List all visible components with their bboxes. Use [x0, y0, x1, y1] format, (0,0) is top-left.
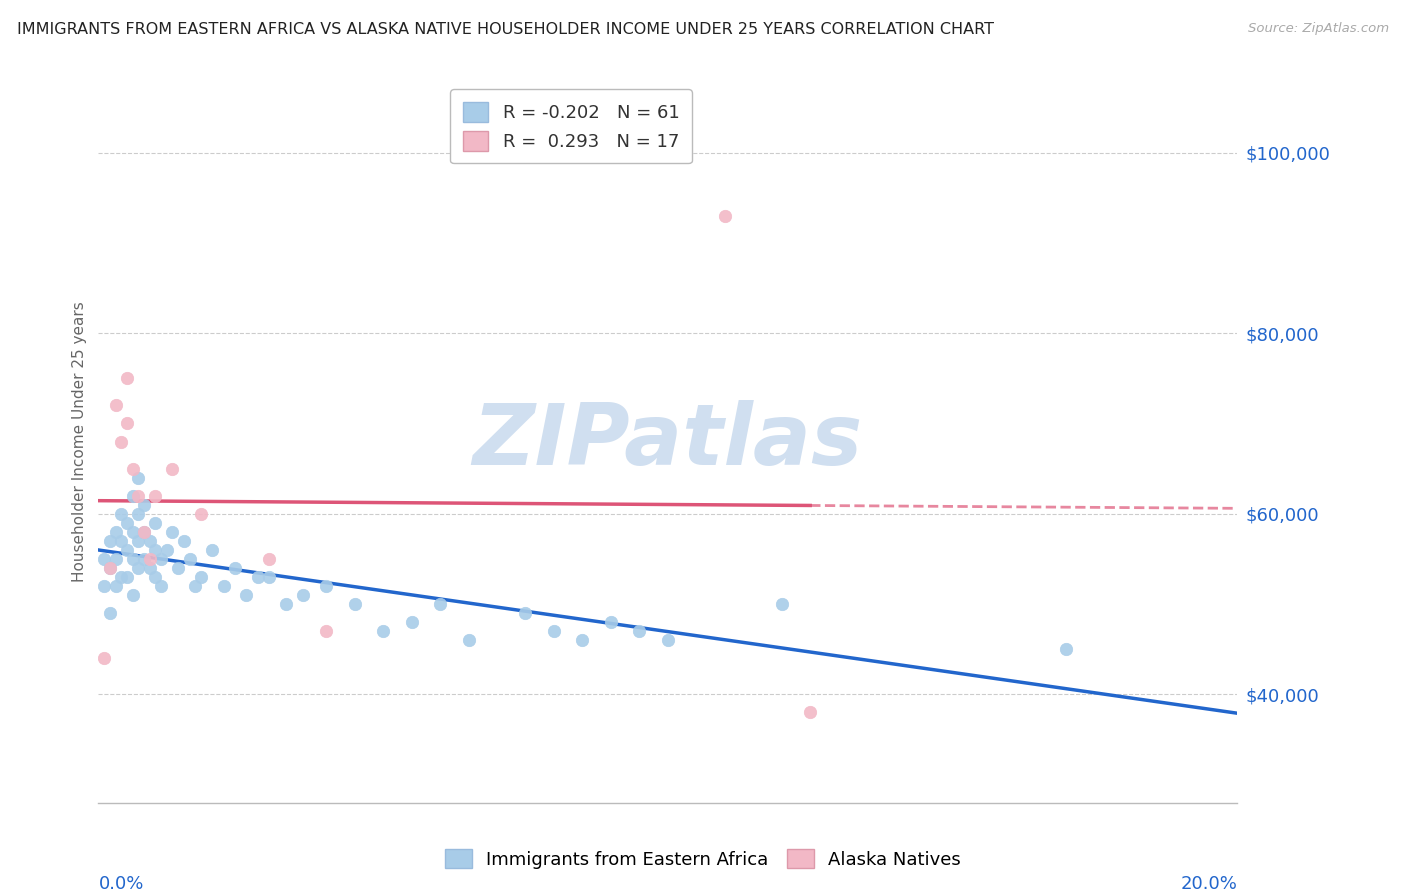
Legend: Immigrants from Eastern Africa, Alaska Natives: Immigrants from Eastern Africa, Alaska N… — [437, 841, 969, 876]
Point — [315, 624, 337, 639]
Point — [173, 533, 195, 548]
Point — [132, 524, 155, 539]
Point — [343, 597, 366, 611]
Point — [110, 570, 132, 584]
Point — [104, 579, 127, 593]
Point — [714, 209, 737, 223]
Point — [292, 588, 315, 602]
Point — [600, 615, 623, 630]
Point — [628, 624, 651, 639]
Point — [98, 561, 121, 575]
Point — [373, 624, 395, 639]
Text: Source: ZipAtlas.com: Source: ZipAtlas.com — [1249, 22, 1389, 36]
Legend: R = -0.202   N = 61, R =  0.293   N = 17: R = -0.202 N = 61, R = 0.293 N = 17 — [450, 89, 692, 163]
Point — [121, 588, 143, 602]
Text: 20.0%: 20.0% — [1181, 875, 1237, 892]
Point — [138, 561, 160, 575]
Point — [246, 570, 269, 584]
Point — [121, 524, 143, 539]
Point — [235, 588, 257, 602]
Point — [115, 371, 138, 385]
Text: IMMIGRANTS FROM EASTERN AFRICA VS ALASKA NATIVE HOUSEHOLDER INCOME UNDER 25 YEAR: IMMIGRANTS FROM EASTERN AFRICA VS ALASKA… — [17, 22, 994, 37]
Point — [127, 489, 149, 503]
Text: ZIPatlas: ZIPatlas — [472, 400, 863, 483]
Point — [138, 552, 160, 566]
Point — [515, 606, 537, 620]
Point — [190, 507, 212, 521]
Point — [98, 606, 121, 620]
Point — [162, 524, 184, 539]
Point — [132, 524, 155, 539]
Point — [657, 633, 679, 648]
Point — [127, 533, 149, 548]
Point — [127, 471, 149, 485]
Point — [145, 570, 167, 584]
Point — [276, 597, 298, 611]
Point — [150, 552, 173, 566]
Point — [145, 489, 167, 503]
Point — [457, 633, 479, 648]
Point — [121, 489, 143, 503]
Point — [770, 597, 793, 611]
Point — [799, 706, 821, 720]
Point — [98, 533, 121, 548]
Point — [93, 579, 115, 593]
Point — [201, 542, 224, 557]
Point — [104, 524, 127, 539]
Point — [115, 516, 138, 530]
Point — [145, 542, 167, 557]
Point — [184, 579, 207, 593]
Point — [571, 633, 593, 648]
Point — [259, 552, 281, 566]
Point — [132, 552, 155, 566]
Point — [150, 579, 173, 593]
Point — [93, 651, 115, 665]
Point — [110, 434, 132, 449]
Point — [1056, 642, 1078, 657]
Point — [259, 570, 281, 584]
Point — [110, 507, 132, 521]
Point — [315, 579, 337, 593]
Text: 0.0%: 0.0% — [98, 875, 143, 892]
Point — [104, 398, 127, 412]
Point — [127, 561, 149, 575]
Point — [190, 570, 212, 584]
Point — [110, 533, 132, 548]
Point — [115, 542, 138, 557]
Point — [179, 552, 201, 566]
Point — [145, 516, 167, 530]
Point — [543, 624, 565, 639]
Point — [401, 615, 423, 630]
Point — [156, 542, 179, 557]
Point — [132, 498, 155, 512]
Point — [212, 579, 235, 593]
Point — [127, 507, 149, 521]
Point — [224, 561, 246, 575]
Point — [98, 561, 121, 575]
Point — [121, 552, 143, 566]
Point — [167, 561, 190, 575]
Point — [93, 552, 115, 566]
Point — [115, 570, 138, 584]
Point — [104, 552, 127, 566]
Point — [162, 461, 184, 475]
Point — [138, 533, 160, 548]
Point — [429, 597, 451, 611]
Point — [115, 417, 138, 431]
Y-axis label: Householder Income Under 25 years: Householder Income Under 25 years — [72, 301, 87, 582]
Point — [121, 461, 143, 475]
